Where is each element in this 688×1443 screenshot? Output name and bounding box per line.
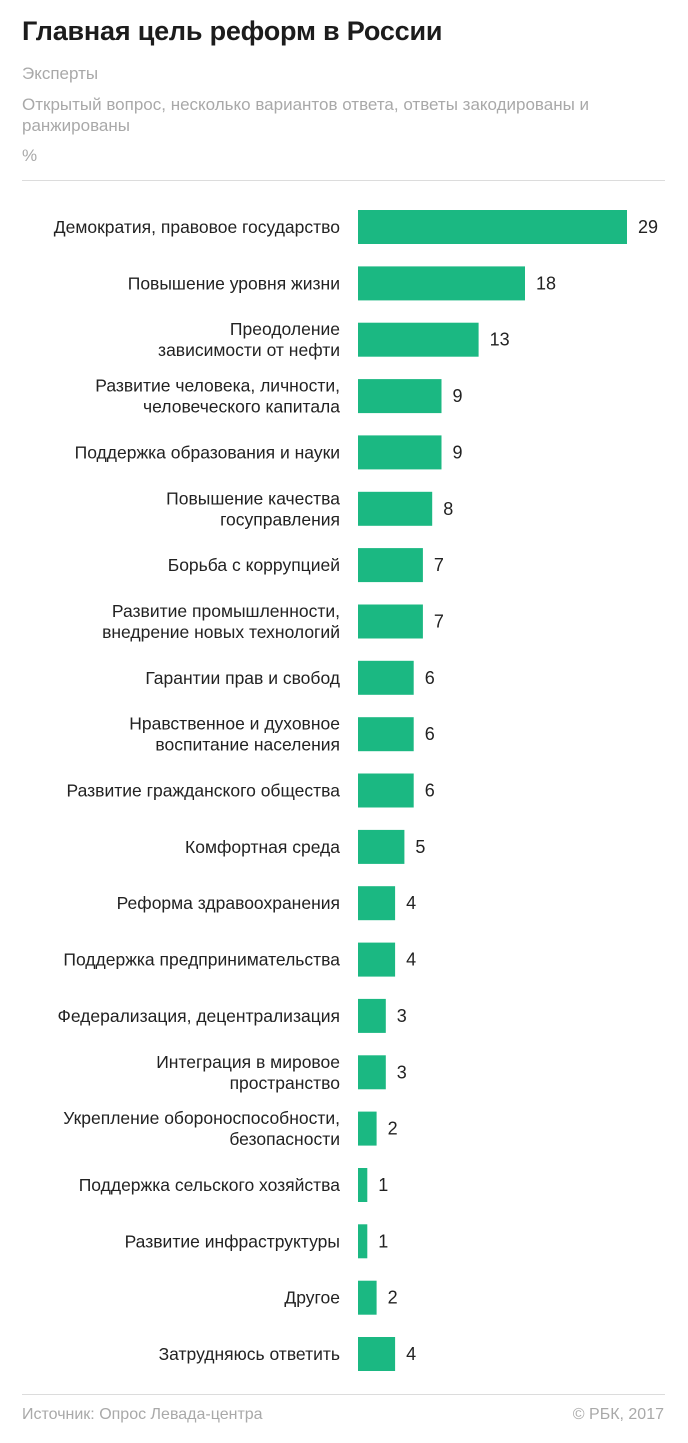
bar-value-label: 6 bbox=[425, 724, 435, 744]
category-label: Затрудняюсь ответить bbox=[159, 1344, 340, 1364]
chart-note: Открытый вопрос, несколько вариантов отв… bbox=[22, 95, 590, 135]
top-divider bbox=[22, 180, 665, 181]
category-label: Другое bbox=[284, 1288, 340, 1308]
bar-value-label: 18 bbox=[536, 273, 556, 293]
category-label: Комфортная среда bbox=[185, 837, 340, 857]
bottom-divider bbox=[22, 1394, 665, 1395]
bar bbox=[358, 266, 525, 301]
bar bbox=[358, 1224, 368, 1259]
category-label: Интеграция в мировое bbox=[156, 1052, 340, 1072]
bar bbox=[358, 886, 396, 921]
bar-value-label: 8 bbox=[443, 499, 453, 519]
category-label: Развитие гражданского общества bbox=[67, 781, 341, 801]
category-label: Поддержка сельского хозяйства bbox=[79, 1175, 341, 1195]
bar bbox=[358, 1337, 396, 1371]
category-label: зависимости от нефти bbox=[158, 340, 340, 360]
category-label: Преодоление bbox=[230, 319, 340, 339]
bar-value-label: 1 bbox=[378, 1231, 388, 1251]
bar-value-label: 7 bbox=[434, 612, 444, 632]
bar-value-label: 3 bbox=[397, 1006, 407, 1026]
category-label: Развитие инфраструктуры bbox=[125, 1231, 340, 1251]
category-label: Нравственное и духовное bbox=[129, 714, 340, 734]
bar bbox=[358, 773, 414, 808]
bar bbox=[358, 660, 414, 695]
category-label: Укрепление обороноспособности, bbox=[63, 1108, 340, 1128]
bar bbox=[358, 379, 442, 414]
bar bbox=[358, 1055, 386, 1090]
bar-value-label: 1 bbox=[378, 1175, 388, 1195]
bar bbox=[358, 1280, 377, 1315]
bar-value-label: 4 bbox=[406, 1344, 416, 1364]
bar bbox=[358, 942, 396, 977]
bar bbox=[358, 604, 423, 639]
category-label: Гарантии прав и свобод bbox=[145, 668, 340, 688]
bar-value-label: 2 bbox=[388, 1288, 398, 1308]
category-label: безопасности bbox=[229, 1129, 340, 1149]
bar-value-label: 6 bbox=[425, 781, 435, 801]
unit-label: % bbox=[22, 146, 38, 165]
bar bbox=[358, 210, 627, 244]
bar bbox=[358, 548, 423, 583]
bar-value-label: 4 bbox=[406, 893, 416, 913]
category-label: человеческого капитала bbox=[143, 397, 340, 417]
bar bbox=[358, 717, 414, 752]
category-label: Развитие человека, личности, bbox=[95, 376, 340, 396]
bar-value-label: 4 bbox=[406, 950, 416, 970]
category-label: Поддержка образования и науки bbox=[75, 442, 340, 462]
bar-value-label: 5 bbox=[415, 837, 425, 857]
chart-title: Главная цель реформ в России bbox=[22, 16, 443, 46]
bar-value-label: 7 bbox=[434, 555, 444, 575]
bar-value-label: 6 bbox=[425, 668, 435, 688]
chart-subtitle: Эксперты bbox=[22, 64, 99, 83]
bar bbox=[358, 435, 442, 470]
bar-value-label: 2 bbox=[388, 1119, 398, 1139]
bar bbox=[358, 322, 479, 357]
bar bbox=[358, 998, 386, 1033]
bar-value-label: 3 bbox=[397, 1062, 407, 1082]
bar-value-label: 13 bbox=[490, 330, 510, 350]
source-note: Источник: Опрос Левада-центра bbox=[22, 1406, 263, 1423]
copyright-note: © РБК, 2017 bbox=[572, 1406, 664, 1423]
category-label: Реформа здравоохранения bbox=[117, 893, 340, 913]
category-label: внедрение новых технологий bbox=[102, 622, 340, 642]
bar bbox=[358, 491, 433, 526]
category-label: госуправления bbox=[220, 509, 340, 529]
bar bbox=[358, 1168, 368, 1202]
category-label: Демократия, правовое государство bbox=[54, 217, 340, 237]
category-label: воспитание населения bbox=[155, 735, 340, 755]
category-label: Повышение качества bbox=[166, 488, 340, 508]
category-label: Поддержка предпринимательства bbox=[63, 950, 340, 970]
bar-value-label: 9 bbox=[453, 386, 463, 406]
category-label: Федерализация, децентрализация bbox=[58, 1006, 340, 1026]
category-label: Повышение уровня жизни bbox=[128, 273, 340, 293]
bar bbox=[358, 1111, 377, 1146]
bar-value-label: 29 bbox=[638, 217, 658, 237]
category-label: пространство bbox=[230, 1073, 340, 1093]
bar bbox=[358, 829, 405, 864]
category-label: Борьба с коррупцией bbox=[168, 555, 340, 575]
category-label: Развитие промышленности, bbox=[112, 601, 340, 621]
bar-value-label: 9 bbox=[453, 442, 463, 462]
